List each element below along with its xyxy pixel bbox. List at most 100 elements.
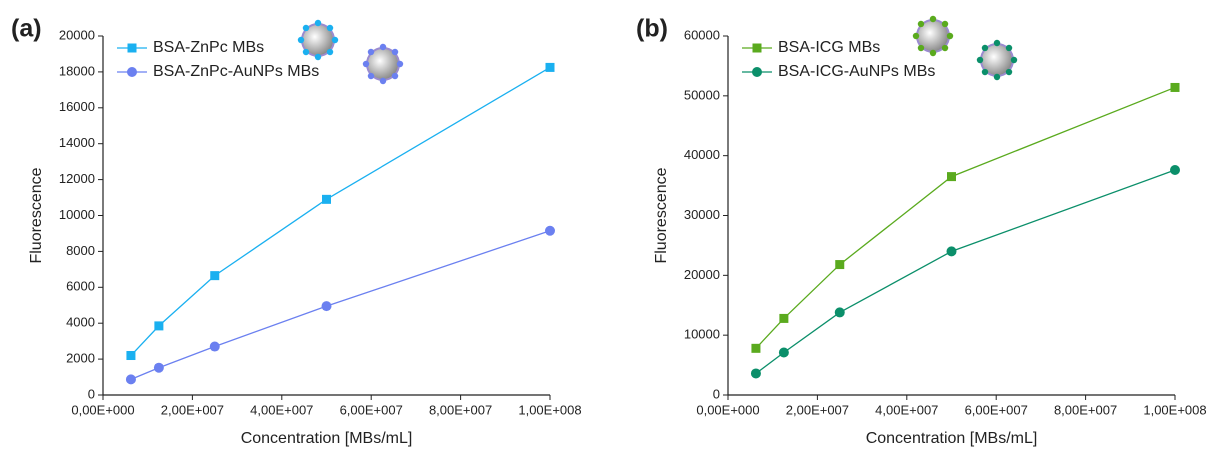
bead-dot [993, 73, 1001, 81]
bead-dot [946, 32, 954, 40]
series-line [130, 66, 551, 356]
y-tick-label: 20000 [59, 27, 95, 42]
y-tick-label: 0 [88, 386, 95, 401]
legend-label: BSA-ICG MBs [778, 39, 880, 56]
y-tick-label: 30000 [684, 207, 720, 222]
bead-dot [326, 48, 334, 56]
data-point [1170, 82, 1180, 92]
y-axis-title: Fluorescence [28, 167, 45, 263]
data-point [947, 172, 956, 182]
bead-dot [302, 48, 310, 56]
data-point [154, 321, 164, 331]
bead-dot [929, 15, 937, 23]
panel-label: (b) [636, 15, 668, 43]
x-tick-label: 4,00E+007 [250, 402, 313, 417]
bead-dot [367, 72, 375, 80]
data-point [126, 351, 136, 361]
data-point [545, 225, 555, 236]
bead-dot [1005, 68, 1013, 76]
x-tick-label: 0,00E+000 [71, 402, 134, 417]
legend-marker [127, 43, 137, 53]
x-tick-label: 8,00E+007 [1054, 402, 1117, 417]
bead-dot [941, 20, 949, 28]
data-point [545, 62, 555, 72]
data-point [125, 374, 136, 385]
x-tick-label: 2,00E+007 [161, 402, 224, 417]
legend-label: BSA-ZnPc MBs [153, 39, 264, 56]
bead-dot [917, 20, 925, 28]
bead-dot [929, 49, 937, 57]
bead-dot [314, 53, 322, 61]
x-tick-label: 1,00E+008 [518, 402, 581, 417]
legend-marker [127, 67, 137, 77]
bead-dot [391, 48, 399, 56]
legend-label: BSA-ZnPc-AuNPs MBs [153, 63, 319, 80]
y-tick-label: 16000 [59, 99, 95, 114]
series-line [755, 169, 1176, 374]
bead-dot [917, 44, 925, 52]
y-tick-label: 0 [713, 386, 720, 401]
bead-dot [302, 24, 310, 32]
data-point [322, 194, 331, 204]
bead-dot [1010, 56, 1018, 64]
x-tick-label: 6,00E+007 [340, 402, 403, 417]
bead-dot [331, 36, 339, 44]
panel-label: (a) [11, 15, 42, 43]
x-tick-label: 2,00E+007 [786, 402, 849, 417]
bead-dot [941, 44, 949, 52]
bead-dot [1005, 44, 1013, 52]
x-tick-label: 1,00E+008 [1143, 402, 1206, 417]
data-point [778, 347, 789, 358]
y-tick-label: 18000 [59, 63, 95, 78]
data-point [835, 260, 845, 270]
bead-dot [379, 77, 387, 85]
data-point [321, 301, 332, 312]
y-tick-label: 10000 [59, 207, 95, 222]
y-tick-label: 2000 [66, 351, 95, 366]
data-point [751, 343, 761, 353]
x-tick-label: 6,00E+007 [965, 402, 1028, 417]
bead-dot [297, 36, 305, 44]
bead-dot [981, 44, 989, 52]
y-tick-label: 50000 [684, 87, 720, 102]
y-tick-label: 4000 [66, 315, 95, 330]
y-axis-title: Fluorescence [653, 167, 670, 263]
x-axis-title: Concentration [MBs/mL] [866, 430, 1038, 447]
x-tick-label: 0,00E+000 [696, 402, 759, 417]
bead-dot [314, 19, 322, 27]
bead-dot [367, 48, 375, 56]
data-point [946, 246, 957, 257]
bead-dot [326, 24, 334, 32]
series-line [755, 86, 1176, 349]
bead-dot [391, 72, 399, 80]
bead-dot [396, 60, 404, 68]
bead-dot [379, 43, 387, 51]
data-point [210, 271, 220, 281]
legend-label: BSA-ICG-AuNPs MBs [778, 63, 935, 80]
x-tick-label: 8,00E+007 [429, 402, 492, 417]
data-point [1170, 165, 1180, 176]
y-tick-label: 60000 [684, 27, 720, 42]
y-tick-label: 8000 [66, 243, 95, 258]
y-tick-label: 20000 [684, 267, 720, 282]
data-point [153, 362, 164, 373]
bead-dot [976, 56, 984, 64]
data-point [779, 313, 789, 323]
y-tick-label: 6000 [66, 279, 95, 294]
bead-dot [981, 68, 989, 76]
bead-dot [912, 32, 920, 40]
legend-marker [752, 67, 762, 77]
x-tick-label: 4,00E+007 [875, 402, 938, 417]
y-tick-label: 10000 [684, 327, 720, 342]
series-line [130, 230, 551, 380]
legend-marker [752, 43, 762, 53]
y-tick-label: 12000 [59, 171, 95, 186]
data-point [750, 368, 761, 379]
data-point [209, 341, 220, 352]
bead-dot [362, 60, 370, 68]
data-point [834, 307, 845, 318]
bead-dot [993, 39, 1001, 47]
x-axis-title: Concentration [MBs/mL] [241, 430, 413, 447]
y-tick-label: 14000 [59, 135, 95, 150]
